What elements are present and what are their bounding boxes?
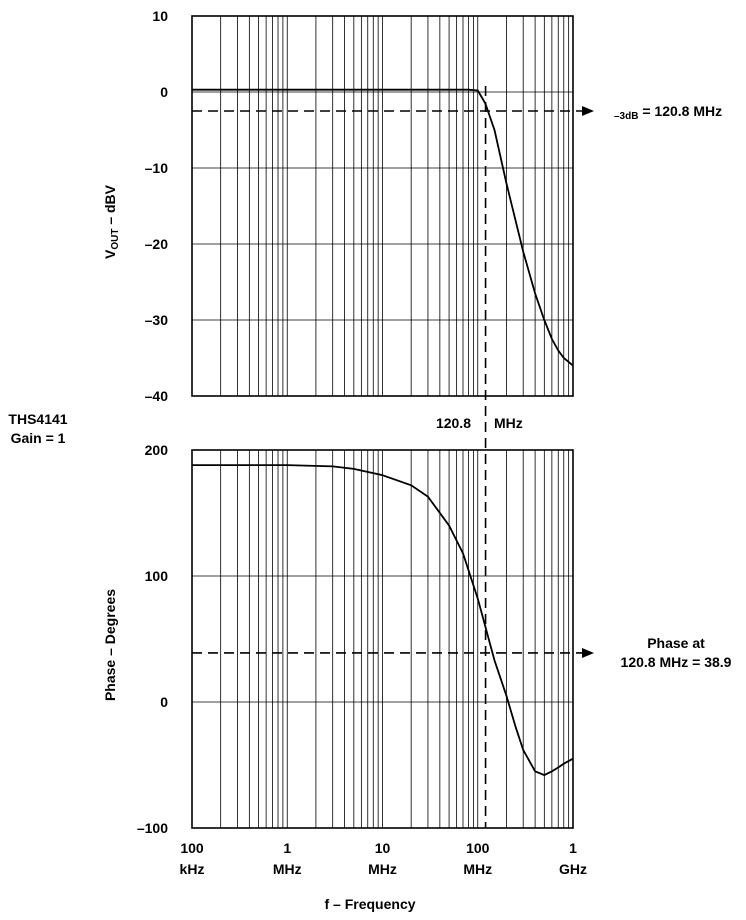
phase-y-tick-label: 200 <box>145 442 169 458</box>
magnitude-y-tick-label: –20 <box>145 236 169 252</box>
magnitude-y-tick-label: 0 <box>160 84 168 100</box>
x-tick-unit: GHz <box>559 861 587 877</box>
ylabel-subscript: OUT <box>110 229 121 250</box>
phase-grid <box>192 450 573 828</box>
phase-annotation-line2: 120.8 MHz = 38.9 <box>621 654 732 670</box>
phase-annotation-line1: Phase at <box>647 635 705 651</box>
magnitude-y-tick-label: –10 <box>145 160 169 176</box>
x-tick-unit: MHz <box>368 861 397 877</box>
marker-frequency-value: 120.8 <box>436 415 471 431</box>
magnitude-grid <box>192 16 573 396</box>
x-axis-label: f – Frequency <box>324 896 415 912</box>
marker-frequency-unit: MHz <box>494 415 523 431</box>
phase-y-tick-label: 0 <box>160 694 168 710</box>
x-tick-label: 100 <box>180 840 204 856</box>
magnitude-y-axis-label: VOUT – dBV <box>102 184 121 259</box>
phase-curve <box>192 464 574 777</box>
phase-y-ticks: 200 100 0 –100 <box>137 442 168 836</box>
phase-y-tick-label: 100 <box>145 568 169 584</box>
minus-3db-arrow-icon <box>582 106 594 116</box>
x-tick-label: 10 <box>375 840 391 856</box>
frequency-x-ticks: 100 kHz 1 MHz 10 MHz 100 MHz 1 GHz <box>180 840 587 877</box>
x-tick-label: 100 <box>466 840 490 856</box>
magnitude-curve <box>192 88 574 367</box>
phase-y-axis-label: Phase – Degrees <box>102 589 118 701</box>
phase-y-tick-label: –100 <box>137 820 168 836</box>
minus-3db-annotation: –3dB = 120.8 MHz <box>614 103 722 122</box>
x-tick-unit: MHz <box>273 861 302 877</box>
phase-arrow-icon <box>582 647 594 658</box>
x-tick-unit: MHz <box>463 861 492 877</box>
gain-label: Gain = 1 <box>11 430 66 446</box>
magnitude-y-tick-label: 10 <box>152 8 168 24</box>
x-tick-label: 1 <box>569 840 577 856</box>
x-tick-label: 1 <box>283 840 291 856</box>
minus-3db-subscript: –3dB <box>614 111 638 122</box>
ylabel-unit: – dBV <box>102 184 118 228</box>
device-name: THS4141 <box>8 411 67 427</box>
magnitude-y-ticks: 10 0 –10 –20 –30 –40 <box>145 8 169 404</box>
x-tick-unit: kHz <box>180 861 205 877</box>
minus-3db-value: = 120.8 MHz <box>638 103 722 119</box>
phase-plot-frame <box>191 449 574 829</box>
magnitude-y-tick-label: –40 <box>145 388 169 404</box>
magnitude-plot-frame <box>191 15 574 397</box>
ylabel-main: V <box>102 249 118 259</box>
magnitude-y-tick-label: –30 <box>145 312 169 328</box>
